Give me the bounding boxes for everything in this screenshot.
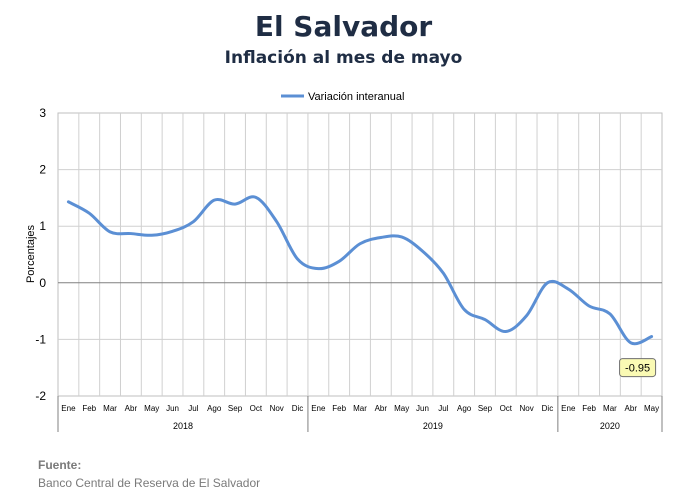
chart-subtitle: Inflación al mes de mayo	[224, 48, 463, 68]
series-layer	[66, 195, 654, 346]
x-tick-label: Oct	[500, 404, 513, 413]
series-line	[66, 195, 654, 346]
x-tick-label: Ene	[61, 404, 76, 413]
grid	[57, 112, 663, 397]
x-tick-label: Jun	[166, 404, 179, 413]
year-label: 2020	[600, 421, 620, 431]
x-tick-label: Mar	[353, 404, 367, 413]
x-tick-label: Ago	[457, 404, 472, 413]
y-tick-label: 2	[39, 163, 46, 177]
x-tick-label: Ene	[561, 404, 576, 413]
x-tick-label: Abr	[125, 404, 138, 413]
x-tick-label: Dic	[542, 404, 554, 413]
plot-frame	[57, 112, 663, 397]
x-tick-label: Feb	[582, 404, 596, 413]
y-tick-label: 3	[39, 106, 46, 120]
x-tick-label: Sep	[478, 404, 493, 413]
x-tick-label: May	[394, 404, 409, 413]
year-label: 2018	[173, 421, 193, 431]
y-tick-label: -2	[35, 389, 46, 403]
line-chart: 3 2 1 0 -1 -2 Ene Feb Mar Abr May Jun Jul Ago Sep Oct N…	[25, 91, 663, 432]
x-tick-label: Jul	[438, 404, 448, 413]
legend: Variación interanual	[281, 91, 404, 103]
y-tick-label: -1	[35, 332, 46, 346]
source-text: Banco Central de Reserva de El Salvador	[38, 476, 261, 490]
chart-title: El Salvador	[254, 10, 433, 43]
x-tick-label: Feb	[332, 404, 346, 413]
x-tick-label: Mar	[603, 404, 617, 413]
x-tick-label: Dic	[292, 404, 304, 413]
x-tick-label: Abr	[625, 404, 638, 413]
x-tick-label: Sep	[228, 404, 243, 413]
annotation-box	[619, 358, 657, 378]
x-axis-ticks: Ene Feb Mar Abr May Jun Jul Ago Sep Oct Nov Dic Ene F…	[57, 396, 663, 432]
x-tick-label: Jul	[188, 404, 198, 413]
annotation-label: -0.95	[625, 363, 650, 375]
x-tick-label: Nov	[270, 404, 284, 413]
x-tick-label: May	[144, 404, 159, 413]
x-tick-label: Oct	[250, 404, 263, 413]
legend-label: Variación interanual	[308, 91, 404, 103]
y-tick-label: 1	[39, 219, 46, 233]
x-tick-label: Jun	[416, 404, 429, 413]
x-tick-label: Abr	[375, 404, 388, 413]
source-label: Fuente:	[38, 458, 82, 472]
x-tick-label: May	[644, 404, 659, 413]
y-tick-label: 0	[39, 276, 46, 290]
x-tick-label: Feb	[82, 404, 96, 413]
x-tick-label: Ago	[207, 404, 222, 413]
year-label: 2019	[423, 421, 443, 431]
x-tick-label: Mar	[103, 404, 117, 413]
y-axis-label: Porcentajes	[25, 224, 37, 283]
x-tick-label: Nov	[520, 404, 534, 413]
annotation: -0.95	[619, 358, 657, 378]
y-axis-ticks: 3 2 1 0 -1 -2	[35, 106, 46, 403]
x-tick-label: Ene	[311, 404, 326, 413]
